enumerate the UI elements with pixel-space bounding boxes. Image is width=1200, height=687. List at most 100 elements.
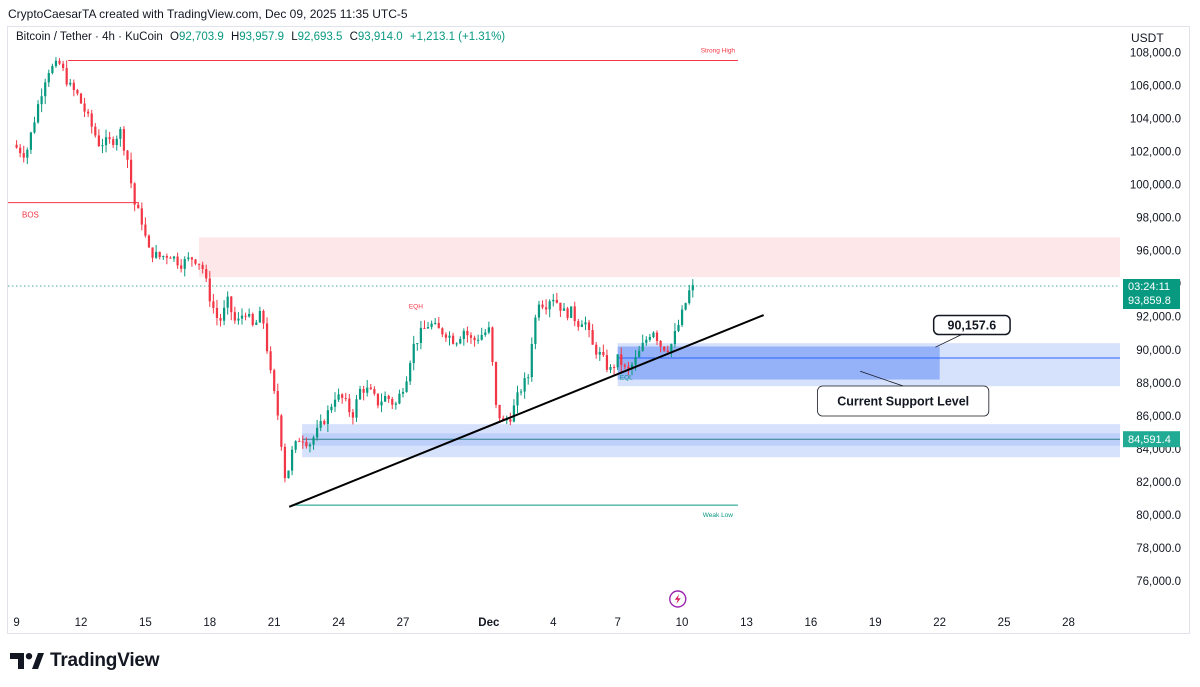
candle-body: [602, 351, 605, 356]
y-tick-label: 90,000.0: [1136, 345, 1181, 357]
candle-body: [258, 310, 261, 323]
candle-body: [394, 403, 397, 405]
x-tick-label: 7: [614, 617, 620, 629]
candle-body: [212, 301, 215, 308]
candle-body: [276, 391, 279, 416]
y-tick-label: 100,000.0: [1130, 180, 1181, 192]
symbol-name[interactable]: Bitcoin / Tether · 4h · KuCoin: [16, 31, 163, 43]
candle-body: [494, 362, 498, 405]
candle-body: [638, 350, 641, 358]
y-tick-label: 96,000.0: [1136, 246, 1181, 258]
candle-body: [15, 144, 18, 148]
candle-body: [112, 139, 115, 145]
y-tick-label: 80,000.0: [1136, 510, 1181, 522]
support-callout-text: Current Support Level: [837, 395, 969, 409]
candle-body: [219, 318, 222, 321]
chart-frame: [7, 26, 1190, 634]
candle-body: [283, 446, 287, 479]
candle-body: [58, 60, 61, 64]
support-callout-pointer: [860, 370, 904, 387]
candle-body: [605, 355, 609, 370]
candle-body: [40, 96, 43, 105]
candle-body: [502, 418, 505, 420]
candle-body: [448, 335, 451, 338]
candle-body: [26, 149, 29, 158]
candle-body: [337, 394, 340, 400]
candle-body: [97, 135, 100, 147]
current-price-badge: [1123, 278, 1180, 309]
candle-body: [366, 387, 369, 393]
countdown-label: 03:24:11: [1128, 281, 1170, 293]
candle-body: [330, 406, 333, 411]
candle-body: [691, 285, 694, 291]
candle-body: [480, 334, 483, 340]
candle-body: [469, 335, 473, 338]
candle-body: [165, 256, 168, 258]
candle-body: [140, 208, 143, 225]
y-tick-label: 102,000.0: [1130, 146, 1181, 158]
y-tick-label: 108,000.0: [1130, 47, 1181, 59]
candle-body: [451, 335, 455, 344]
candle-body: [587, 322, 591, 330]
candle-body: [94, 126, 97, 136]
candle-body: [412, 343, 415, 364]
candle-body: [623, 365, 626, 367]
candle-body: [172, 256, 176, 259]
candle-body: [137, 204, 140, 209]
tradingview-wordmark[interactable]: TradingView: [50, 650, 160, 671]
candle-body: [616, 354, 619, 368]
x-tick-label: 27: [397, 617, 410, 629]
candle-body: [205, 269, 208, 279]
candle-body: [541, 304, 544, 308]
level-price-label: 84,591.4: [1128, 434, 1171, 446]
candle-body: [688, 290, 691, 304]
candle-body: [158, 251, 161, 258]
open-value: 92,703.9: [178, 31, 224, 43]
candle-body: [473, 337, 476, 341]
candle-body: [316, 427, 319, 438]
candle-body: [222, 307, 226, 321]
candle-body: [312, 437, 315, 445]
candle-body: [244, 315, 247, 317]
candle-body: [405, 381, 408, 392]
x-tick-label: 24: [332, 617, 345, 629]
candle-body: [534, 317, 537, 344]
candle-body: [598, 351, 601, 355]
currency-label[interactable]: USDT: [1131, 31, 1164, 45]
candle-body: [484, 332, 487, 335]
candle-body: [298, 441, 301, 443]
candle-body: [552, 299, 555, 302]
candle-body: [29, 132, 33, 150]
candle-body: [416, 343, 419, 345]
support-callout-box: [817, 385, 990, 417]
candle-body: [319, 421, 322, 428]
candle-body: [409, 363, 412, 382]
candle-body: [115, 138, 118, 145]
candle-body: [584, 322, 587, 325]
candle-body: [273, 370, 276, 392]
high-label: H: [230, 31, 240, 43]
candle-body: [348, 398, 351, 413]
candle-body: [90, 113, 93, 127]
candle-body: [591, 329, 594, 345]
candle-body: [634, 357, 637, 365]
x-tick-label: 22: [933, 617, 946, 629]
candle-body: [104, 137, 108, 146]
candle-body: [358, 388, 362, 400]
candle-body: [248, 313, 251, 317]
candle-body: [83, 103, 86, 112]
candle-body: [627, 366, 630, 369]
chart-credit-header: CryptoCaesarTA created with TradingView.…: [8, 7, 408, 21]
candle-body: [562, 308, 566, 311]
candle-body: [677, 324, 680, 331]
candle-body: [548, 301, 551, 310]
candle-body: [380, 401, 383, 406]
candle-body: [466, 330, 469, 336]
candle-body: [351, 412, 355, 418]
candle-body: [255, 322, 258, 325]
candle-body: [280, 415, 283, 447]
candle-body: [119, 129, 122, 139]
candle-body: [648, 337, 651, 340]
candle-body: [369, 387, 372, 390]
